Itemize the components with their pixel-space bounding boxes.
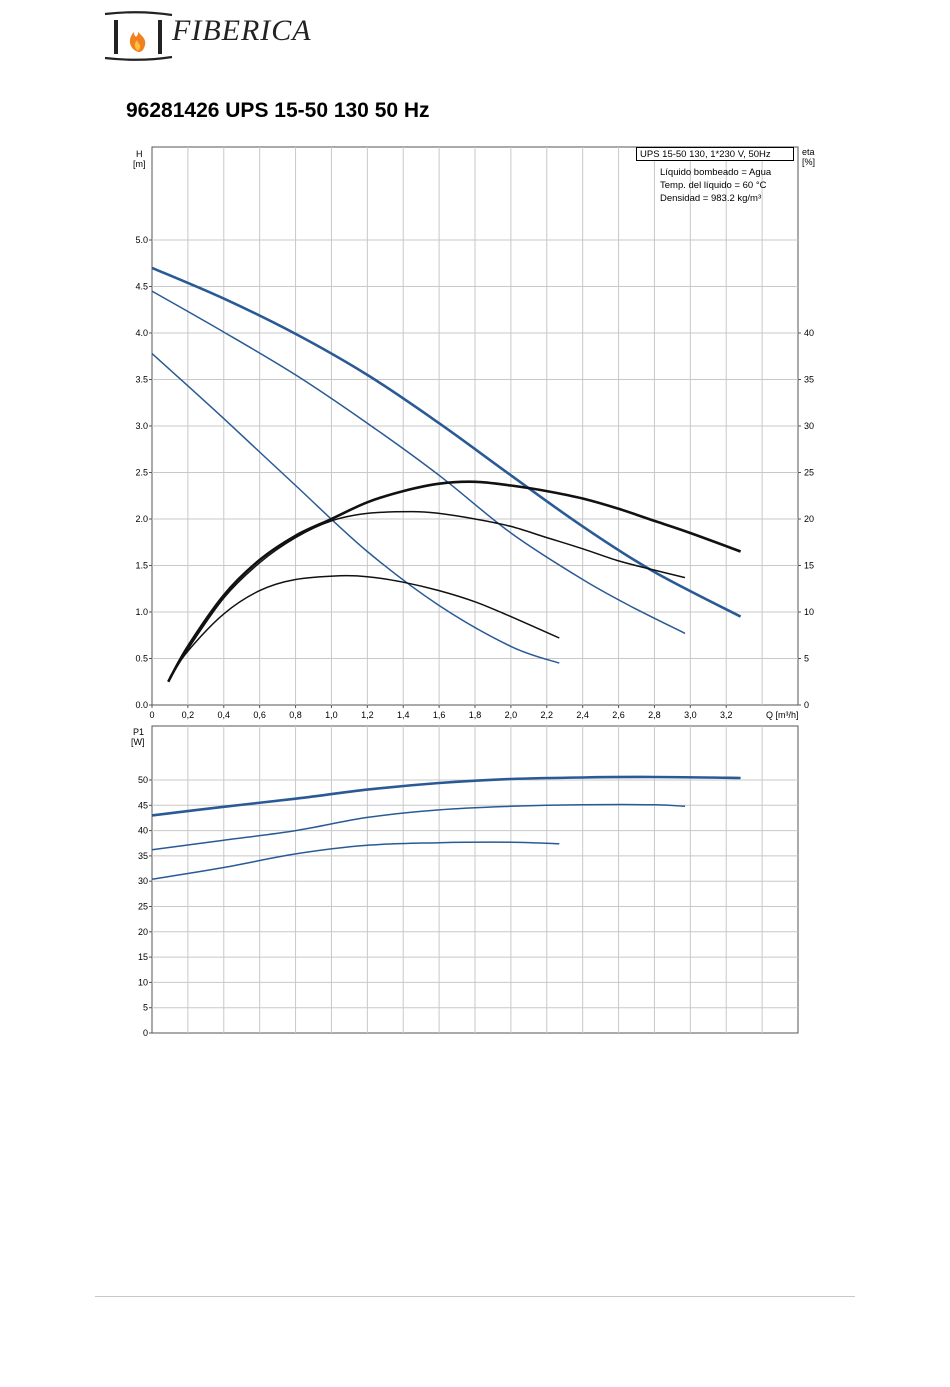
p1-tick-label: 25 — [138, 902, 148, 912]
x-tick-label: 0,2 — [182, 710, 195, 720]
efficiency-curve-2 — [167, 510, 686, 683]
y2-tick-label: 30 — [804, 421, 814, 431]
x-tick-label: 3,2 — [720, 710, 733, 720]
x-tick-label: 0,8 — [289, 710, 302, 720]
y2-tick-label: 0 — [804, 700, 809, 710]
x-tick-label: 2,8 — [648, 710, 661, 720]
pump-curve-chart: 0 0,2 0,4 0,6 0,8 1,0 1,2 1,4 1,6 1,8 2,0 2,2 2,4 2,6… — [131, 146, 815, 1038]
p1-axis-label: P1 — [133, 727, 144, 737]
efficiency-curve-3 — [169, 574, 560, 678]
y2-tick-label: 15 — [804, 561, 814, 571]
x-tick-label: 0 — [149, 710, 154, 720]
p1-tick-label: 40 — [138, 826, 148, 836]
logo-top-stroke — [104, 11, 173, 17]
y2-tick-label: 20 — [804, 514, 814, 524]
power-curve-2 — [151, 803, 686, 851]
p1-tick-label: 10 — [138, 977, 148, 987]
p1-tick-label: 20 — [138, 927, 148, 937]
x-axis-label: Q [m³/h] — [766, 710, 799, 720]
y-tick-label: 2.0 — [135, 514, 148, 524]
p1-tick-label: 15 — [138, 952, 148, 962]
x-tick-label: 2,4 — [576, 710, 589, 720]
page-title: 96281426 UPS 15-50 130 50 Hz — [126, 99, 430, 122]
y-tick-label: 0.5 — [135, 654, 148, 664]
legend-temp: Temp. del líquido = 60 °C — [660, 180, 767, 191]
logo-left-pillar — [114, 20, 118, 54]
x-tick-label: 1,4 — [397, 710, 410, 720]
y2-axis-unit: [%] — [802, 157, 815, 167]
p1-tick-label: 35 — [138, 851, 148, 861]
efficiency-curve-1 — [167, 480, 742, 683]
y-axis-unit: [m] — [133, 159, 146, 169]
y-axis-label: H — [136, 149, 143, 159]
flame-inner-icon — [134, 40, 141, 51]
legend-density: Densidad = 983.2 kg/m³ — [660, 193, 762, 204]
p1-tick-label: 50 — [138, 775, 148, 785]
x-tick-label: 0,6 — [253, 710, 266, 720]
x-tick-label: 0,4 — [218, 710, 231, 720]
legend-liquid: Líquido bombeado = Agua — [660, 167, 772, 178]
y-tick-label: 4.0 — [135, 328, 148, 338]
x-tick-label: 3,0 — [684, 710, 697, 720]
head-curve-1 — [151, 266, 742, 618]
x-tick-label: 1,0 — [325, 710, 338, 720]
head-curve-2 — [151, 290, 686, 635]
power-curve-3 — [151, 841, 560, 880]
y-tick-label: 1.0 — [135, 607, 148, 617]
y-tick-label: 3.5 — [135, 375, 148, 385]
x-tick-label: 1,2 — [361, 710, 374, 720]
y2-tick-label: 35 — [804, 375, 814, 385]
legend-model: UPS 15-50 130, 1*230 V, 50Hz — [636, 147, 794, 161]
y-tick-label: 2.5 — [135, 468, 148, 478]
p1-tick-label: 30 — [138, 876, 148, 886]
y2-tick-label: 5 — [804, 654, 809, 664]
y2-tick-label: 40 — [804, 328, 814, 338]
logo-bottom-stroke — [104, 55, 173, 61]
y2-tick-label: 10 — [804, 607, 814, 617]
y2-axis-label: eta — [802, 147, 815, 157]
head-curve-3 — [151, 352, 560, 664]
x-tick-label: 2,2 — [541, 710, 554, 720]
brand-name: FIBERICA — [172, 14, 312, 47]
footer-divider — [95, 1296, 855, 1297]
y-tick-label: 3.0 — [135, 421, 148, 431]
x-tick-label: 2,0 — [505, 710, 518, 720]
x-tick-label: 2,6 — [612, 710, 625, 720]
y-tick-label: 5.0 — [135, 235, 148, 245]
y-tick-label: 1.5 — [135, 561, 148, 571]
y2-tick-label: 25 — [804, 468, 814, 478]
x-tick-label: 1,8 — [469, 710, 482, 720]
x-tick-label: 1,6 — [433, 710, 446, 720]
power-curve-1 — [151, 775, 741, 817]
p1-tick-label: 5 — [143, 1003, 148, 1013]
logo-right-pillar — [158, 20, 162, 54]
brand-logo — [104, 11, 173, 61]
p1-axis-unit: [W] — [131, 737, 145, 747]
p1-tick-label: 45 — [138, 800, 148, 810]
y-tick-label: 4.5 — [135, 282, 148, 292]
y-tick-label: 0.0 — [135, 700, 148, 710]
p1-tick-label: 0 — [143, 1028, 148, 1038]
